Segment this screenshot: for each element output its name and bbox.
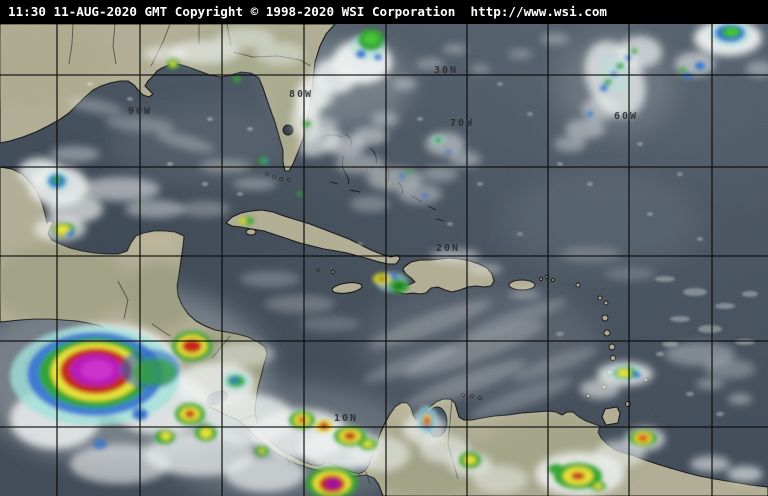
grid-label-90w: 90W: [128, 106, 152, 117]
satellite-map: 30N 20N 10N 90W 80W 70W 60W: [0, 24, 768, 496]
header-bar: 11:30 11-AUG-2020 GMT Copyright © 1998-2…: [0, 0, 768, 24]
grid-label-30n: 30N: [434, 65, 458, 76]
grid-label-10n: 10N: [334, 413, 358, 424]
grid-label-20n: 20N: [436, 243, 460, 254]
grid-label-60w: 60W: [614, 111, 638, 122]
grid-layer: [0, 24, 768, 496]
grid-labels: 30N 20N 10N 90W 80W 70W 60W: [128, 65, 638, 424]
grid-label-70w: 70W: [450, 118, 474, 129]
grid-label-80w: 80W: [289, 89, 313, 100]
image-grain: [0, 24, 768, 496]
header-text: 11:30 11-AUG-2020 GMT Copyright © 1998-2…: [8, 4, 607, 19]
